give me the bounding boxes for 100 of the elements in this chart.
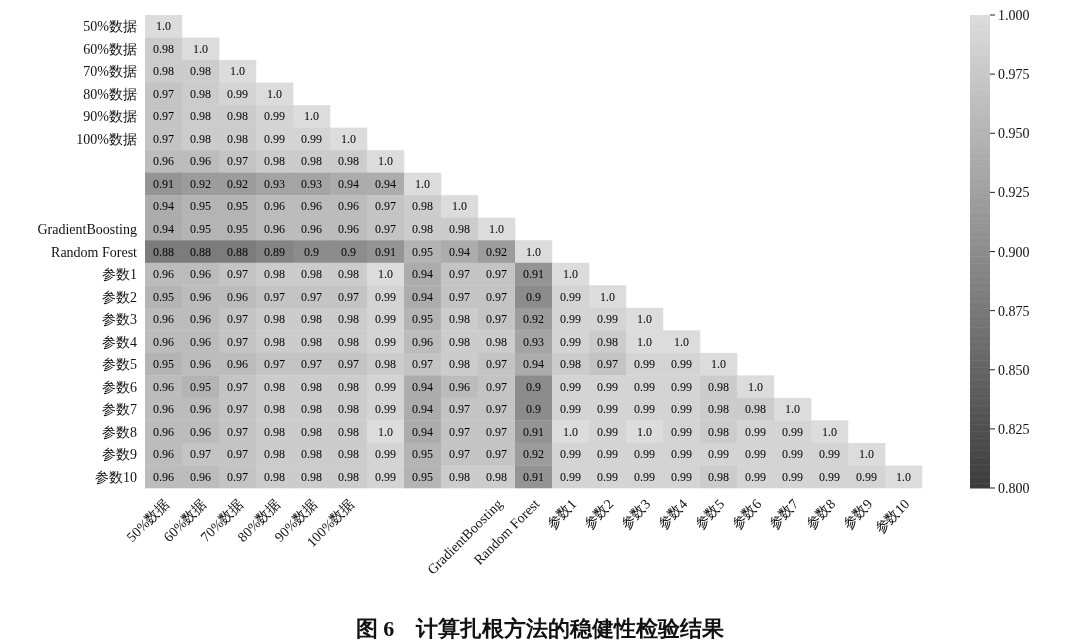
data-label: 0.98	[708, 424, 729, 439]
data-label: 0.99	[856, 469, 877, 484]
data-label: 0.99	[560, 334, 581, 349]
data-label: 0.98	[708, 469, 729, 484]
data-label: 1.0	[859, 447, 874, 462]
y-tick-label: 参数3	[102, 312, 137, 328]
data-label: 0.92	[523, 447, 544, 462]
data-label: 0.96	[449, 379, 470, 394]
data-label: 0.96	[190, 289, 211, 304]
data-label: 0.92	[486, 244, 507, 259]
data-label: 0.99	[597, 402, 618, 417]
x-tick-label: 参数2	[581, 496, 617, 532]
data-label: 0.96	[190, 424, 211, 439]
data-label: 0.94	[412, 267, 433, 282]
data-label: 0.96	[153, 402, 174, 417]
data-label: 0.99	[597, 379, 618, 394]
data-label: 0.96	[190, 469, 211, 484]
data-label: 0.99	[671, 357, 692, 372]
y-tick-label: 参数8	[102, 424, 137, 440]
data-label: 0.99	[560, 447, 581, 462]
data-label: 0.95	[190, 199, 211, 214]
data-label: 0.96	[153, 447, 174, 462]
data-label: 0.99	[671, 424, 692, 439]
data-label: 0.98	[301, 154, 322, 169]
x-tick-label: 参数7	[766, 496, 802, 532]
data-label: 0.97	[375, 221, 396, 236]
data-label: 1.0	[711, 357, 726, 372]
data-label: 0.99	[671, 447, 692, 462]
data-label: 0.99	[671, 379, 692, 394]
data-label: 0.99	[227, 86, 248, 101]
data-label: 1.0	[489, 221, 504, 236]
data-label: 0.89	[264, 244, 285, 259]
data-label: 0.99	[264, 109, 285, 124]
y-tick-label: 参数5	[102, 357, 137, 373]
data-label: 0.98	[338, 469, 359, 484]
data-label: 0.95	[227, 199, 248, 214]
data-label: 0.98	[301, 402, 322, 417]
data-label: 1.0	[230, 64, 245, 79]
data-label: 0.99	[375, 402, 396, 417]
data-label: 0.98	[449, 334, 470, 349]
data-label: 0.97	[449, 289, 470, 304]
data-label: 0.98	[190, 131, 211, 146]
data-label: 0.97	[227, 267, 248, 282]
data-label: 0.96	[227, 357, 248, 372]
data-label: 0.98	[708, 379, 729, 394]
data-label: 0.98	[338, 447, 359, 462]
data-label: 0.99	[745, 469, 766, 484]
data-label: 0.96	[264, 221, 285, 236]
data-label: 0.98	[412, 199, 433, 214]
data-label: 0.98	[153, 41, 174, 56]
data-label: 0.97	[227, 424, 248, 439]
data-label: 1.0	[378, 424, 393, 439]
data-label: 1.0	[341, 131, 356, 146]
data-label: 0.97	[301, 357, 322, 372]
data-label: 0.99	[634, 469, 655, 484]
data-label: 0.97	[227, 312, 248, 327]
data-label: 0.98	[301, 334, 322, 349]
y-tick-label: GradientBoosting	[37, 221, 137, 237]
data-label: 0.98	[338, 379, 359, 394]
data-label: 0.97	[227, 469, 248, 484]
data-label: 0.95	[412, 312, 433, 327]
color-bar-label: 0.800	[998, 481, 1030, 496]
data-label: 0.97	[227, 379, 248, 394]
data-label: 0.9	[526, 379, 541, 394]
data-label: 0.93	[523, 334, 544, 349]
color-bar-label: 0.875	[998, 303, 1030, 319]
data-label: 0.99	[597, 312, 618, 327]
y-tick-label: 100%数据	[76, 131, 137, 147]
data-label: 0.98	[301, 424, 322, 439]
data-label: 1.0	[452, 199, 467, 214]
data-label: 1.0	[267, 86, 282, 101]
data-label: 0.88	[190, 244, 211, 259]
data-label: 1.0	[563, 267, 578, 282]
data-label: 0.98	[449, 312, 470, 327]
data-label: 0.97	[486, 447, 507, 462]
y-tick-label: 参数4	[102, 334, 137, 350]
data-label: 0.98	[745, 402, 766, 417]
data-label: 0.98	[227, 131, 248, 146]
data-label: 0.99	[634, 379, 655, 394]
data-label: 0.98	[708, 402, 729, 417]
data-label: 0.95	[190, 221, 211, 236]
data-label: 0.99	[745, 424, 766, 439]
data-label: 0.91	[523, 424, 544, 439]
data-label: 0.92	[227, 176, 248, 191]
data-label: 0.96	[153, 379, 174, 394]
data-label: 0.95	[153, 289, 174, 304]
data-label: 0.98	[227, 109, 248, 124]
color-bar-label: 0.975	[998, 67, 1030, 83]
data-label: 0.98	[338, 154, 359, 169]
data-label: 0.95	[412, 447, 433, 462]
data-label: 0.9	[341, 244, 356, 259]
data-label: 0.97	[449, 402, 470, 417]
data-label: 0.98	[449, 469, 470, 484]
data-label: 0.98	[338, 424, 359, 439]
data-label: 0.97	[227, 154, 248, 169]
data-label: 0.98	[190, 86, 211, 101]
data-label: 0.99	[375, 447, 396, 462]
y-tick-label: 60%数据	[83, 41, 137, 57]
data-label: 0.97	[486, 357, 507, 372]
color-bar-label: 1.000	[998, 8, 1030, 23]
